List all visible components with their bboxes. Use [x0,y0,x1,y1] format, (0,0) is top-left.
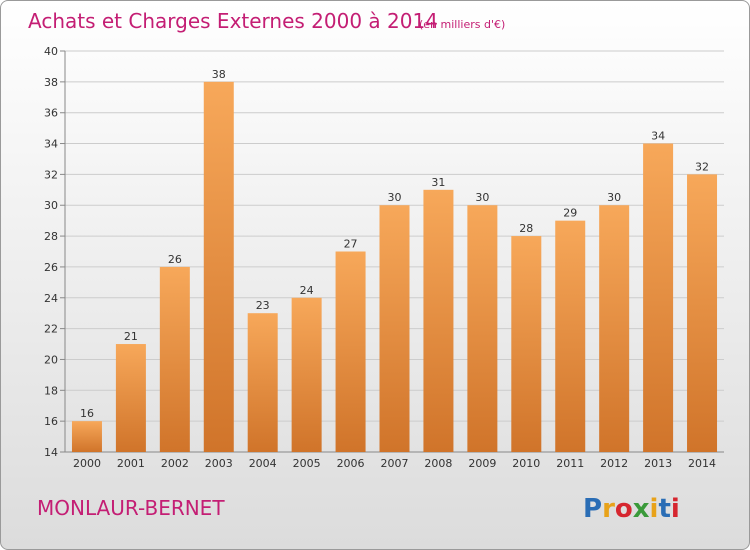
bar [335,251,366,452]
x-tick-label: 2014 [688,457,716,470]
x-tick-label: 2011 [556,457,584,470]
bar-value-label: 31 [431,176,445,189]
logo-letter: t [658,494,670,524]
x-tick-label: 2001 [117,457,145,470]
bar [467,205,498,452]
y-tick-label: 24 [44,292,58,305]
logo-letter: o [615,494,633,524]
bar [555,220,586,452]
logo-letter: i [650,494,659,524]
bar-value-label: 32 [695,160,709,173]
y-tick-labels: 14 16 18 20 22 24 26 28 30 32 34 36 38 40 [44,45,58,459]
chart-title: Achats et Charges Externes 2000 à 2014 [28,9,438,33]
y-tick-label: 34 [44,138,58,151]
bar [203,81,234,452]
bar-value-label: 27 [344,238,358,251]
bar [291,297,322,452]
y-tick-label: 40 [44,45,58,58]
bar-value-label: 24 [300,284,314,297]
x-tick-label: 2012 [600,457,628,470]
bar [115,344,146,452]
bar [379,205,410,452]
bar-value-label: 30 [475,191,489,204]
logo-letter: P [583,494,602,524]
bar [423,189,454,453]
x-tick-label: 2002 [161,457,189,470]
bar [247,313,278,452]
bar [71,421,102,452]
bar [643,143,674,453]
y-tick-label: 38 [44,76,58,89]
y-tick-label: 18 [44,384,58,397]
y-tick-label: 22 [44,323,58,336]
proxiti-logo: Proxiti [583,494,680,524]
bar-value-label: 30 [388,191,402,204]
bar [159,266,190,452]
y-tick-label: 32 [44,168,58,181]
bars: 16 21 26 38 23 24 27 30 31 30 28 29 30 34 32 [71,68,718,453]
logo-letter: x [633,494,650,524]
bar [511,236,542,452]
bar-value-label: 29 [563,207,577,220]
commune-name: MONLAUR-BERNET [37,496,225,520]
bar-value-label: 38 [212,68,226,81]
bar-value-label: 34 [651,130,665,143]
y-tick-label: 28 [44,230,58,243]
x-tick-label: 2003 [205,457,233,470]
x-tick-label: 2008 [424,457,452,470]
x-tick-labels: 2000 2001 2002 2003 2004 2005 2006 2007 2008 2009… [73,457,716,470]
y-tick-label: 14 [44,446,58,459]
y-tick-label: 26 [44,261,58,274]
x-tick-label: 2006 [337,457,365,470]
y-tick-label: 30 [44,199,58,212]
bar [599,205,630,452]
x-tick-label: 2007 [381,457,409,470]
bar-value-label: 21 [124,330,138,343]
bar-value-label: 26 [168,253,182,266]
chart-unit: (en milliers d'€) [419,18,505,31]
y-tick-label: 16 [44,415,58,428]
x-tick-label: 2013 [644,457,672,470]
bar-value-label: 23 [256,299,270,312]
bar-value-label: 16 [80,407,94,420]
logo-letter: r [602,494,615,524]
x-tick-label: 2009 [468,457,496,470]
bar-value-label: 28 [519,222,533,235]
bar [687,174,718,452]
x-tick-label: 2000 [73,457,101,470]
y-tick-label: 20 [44,353,58,366]
bar-value-label: 30 [607,191,621,204]
x-tick-label: 2010 [512,457,540,470]
x-tick-label: 2004 [249,457,277,470]
y-tick-label: 36 [44,107,58,120]
logo-letter: i [671,494,680,524]
x-tick-label: 2005 [293,457,321,470]
